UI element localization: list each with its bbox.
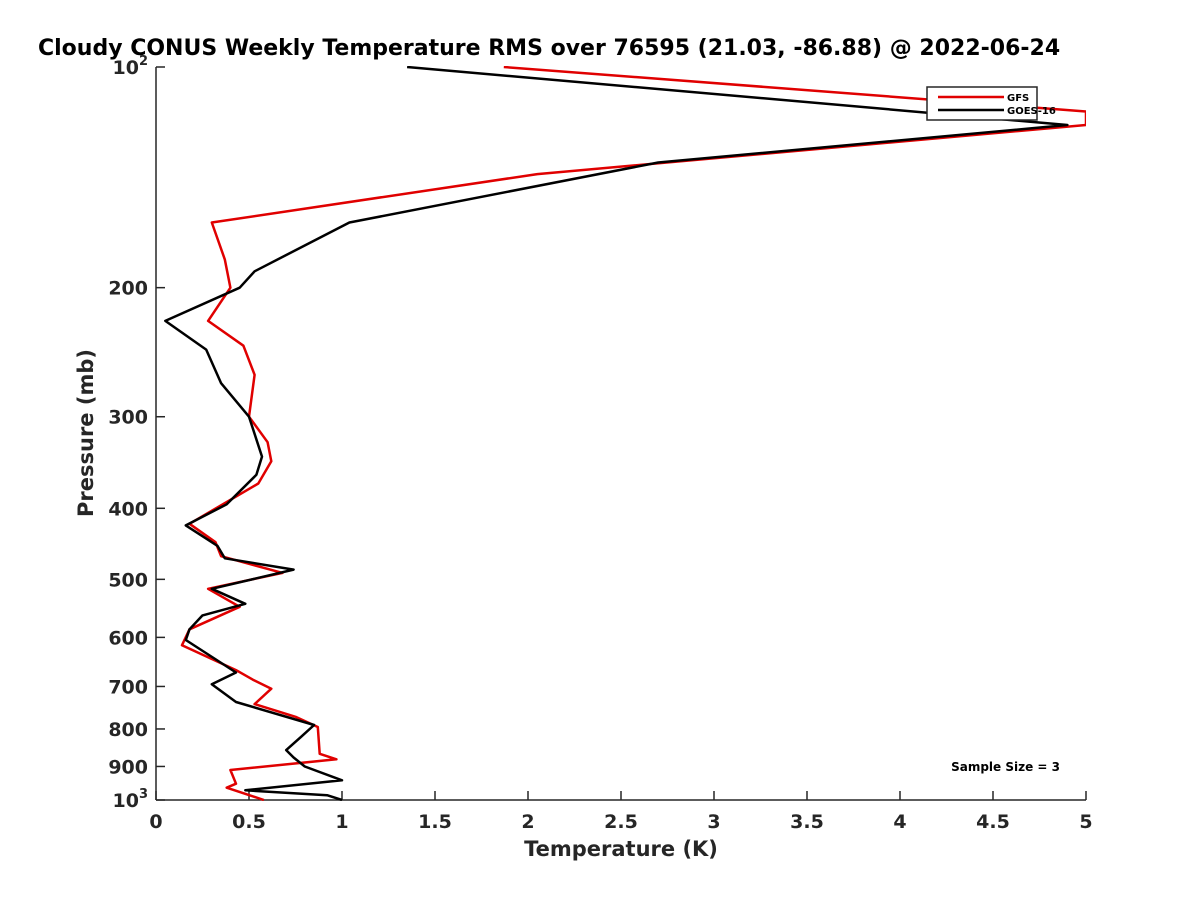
y-tick-label: 300 bbox=[108, 407, 148, 429]
x-tick-label: 1.5 bbox=[418, 811, 452, 833]
x-tick-label: 0.5 bbox=[232, 811, 266, 833]
x-tick-label: 2 bbox=[521, 811, 534, 833]
x-tick-label: 1 bbox=[335, 811, 348, 833]
x-tick-label: 4 bbox=[893, 811, 906, 833]
y-tick-label: 400 bbox=[108, 498, 148, 520]
x-tick-label: 2.5 bbox=[604, 811, 638, 833]
y-axis-label: Pressure (mb) bbox=[74, 349, 98, 517]
series-layer bbox=[164, 66, 1086, 801]
series-line-gfs bbox=[180, 66, 1086, 801]
legend-label: GOES-16 bbox=[1007, 106, 1056, 117]
x-tick-label: 5 bbox=[1079, 811, 1092, 833]
chart-title: Cloudy CONUS Weekly Temperature RMS over… bbox=[38, 36, 1060, 61]
y-tick-label: 700 bbox=[108, 676, 148, 698]
y-tick-label: 102 bbox=[113, 54, 149, 79]
legend: GFS GOES-16 bbox=[926, 86, 1056, 121]
x-axis-label: Temperature (K) bbox=[524, 837, 718, 861]
y-tick-label: 103 bbox=[113, 787, 149, 812]
x-tick-label: 4.5 bbox=[976, 811, 1010, 833]
x-tick-label: 3.5 bbox=[790, 811, 824, 833]
sample-size-annotation: Sample Size = 3 bbox=[951, 760, 1060, 774]
y-tick-label: 800 bbox=[108, 719, 148, 741]
legend-box bbox=[926, 86, 1038, 121]
legend-label: GFS bbox=[1007, 93, 1029, 104]
axes: 0 0.5 1 1.5 2 2.5 3 3.5 4 4.5 5 102 200 300 400 500 600 7… bbox=[108, 54, 1092, 833]
y-tick-label: 200 bbox=[108, 278, 148, 300]
y-tick-label: 900 bbox=[108, 756, 148, 778]
y-tick-label: 600 bbox=[108, 627, 148, 649]
y-tick-label: 500 bbox=[108, 569, 148, 591]
x-tick-label: 0 bbox=[149, 811, 162, 833]
series-line-goes-16 bbox=[164, 66, 1069, 801]
x-tick-label: 3 bbox=[707, 811, 720, 833]
